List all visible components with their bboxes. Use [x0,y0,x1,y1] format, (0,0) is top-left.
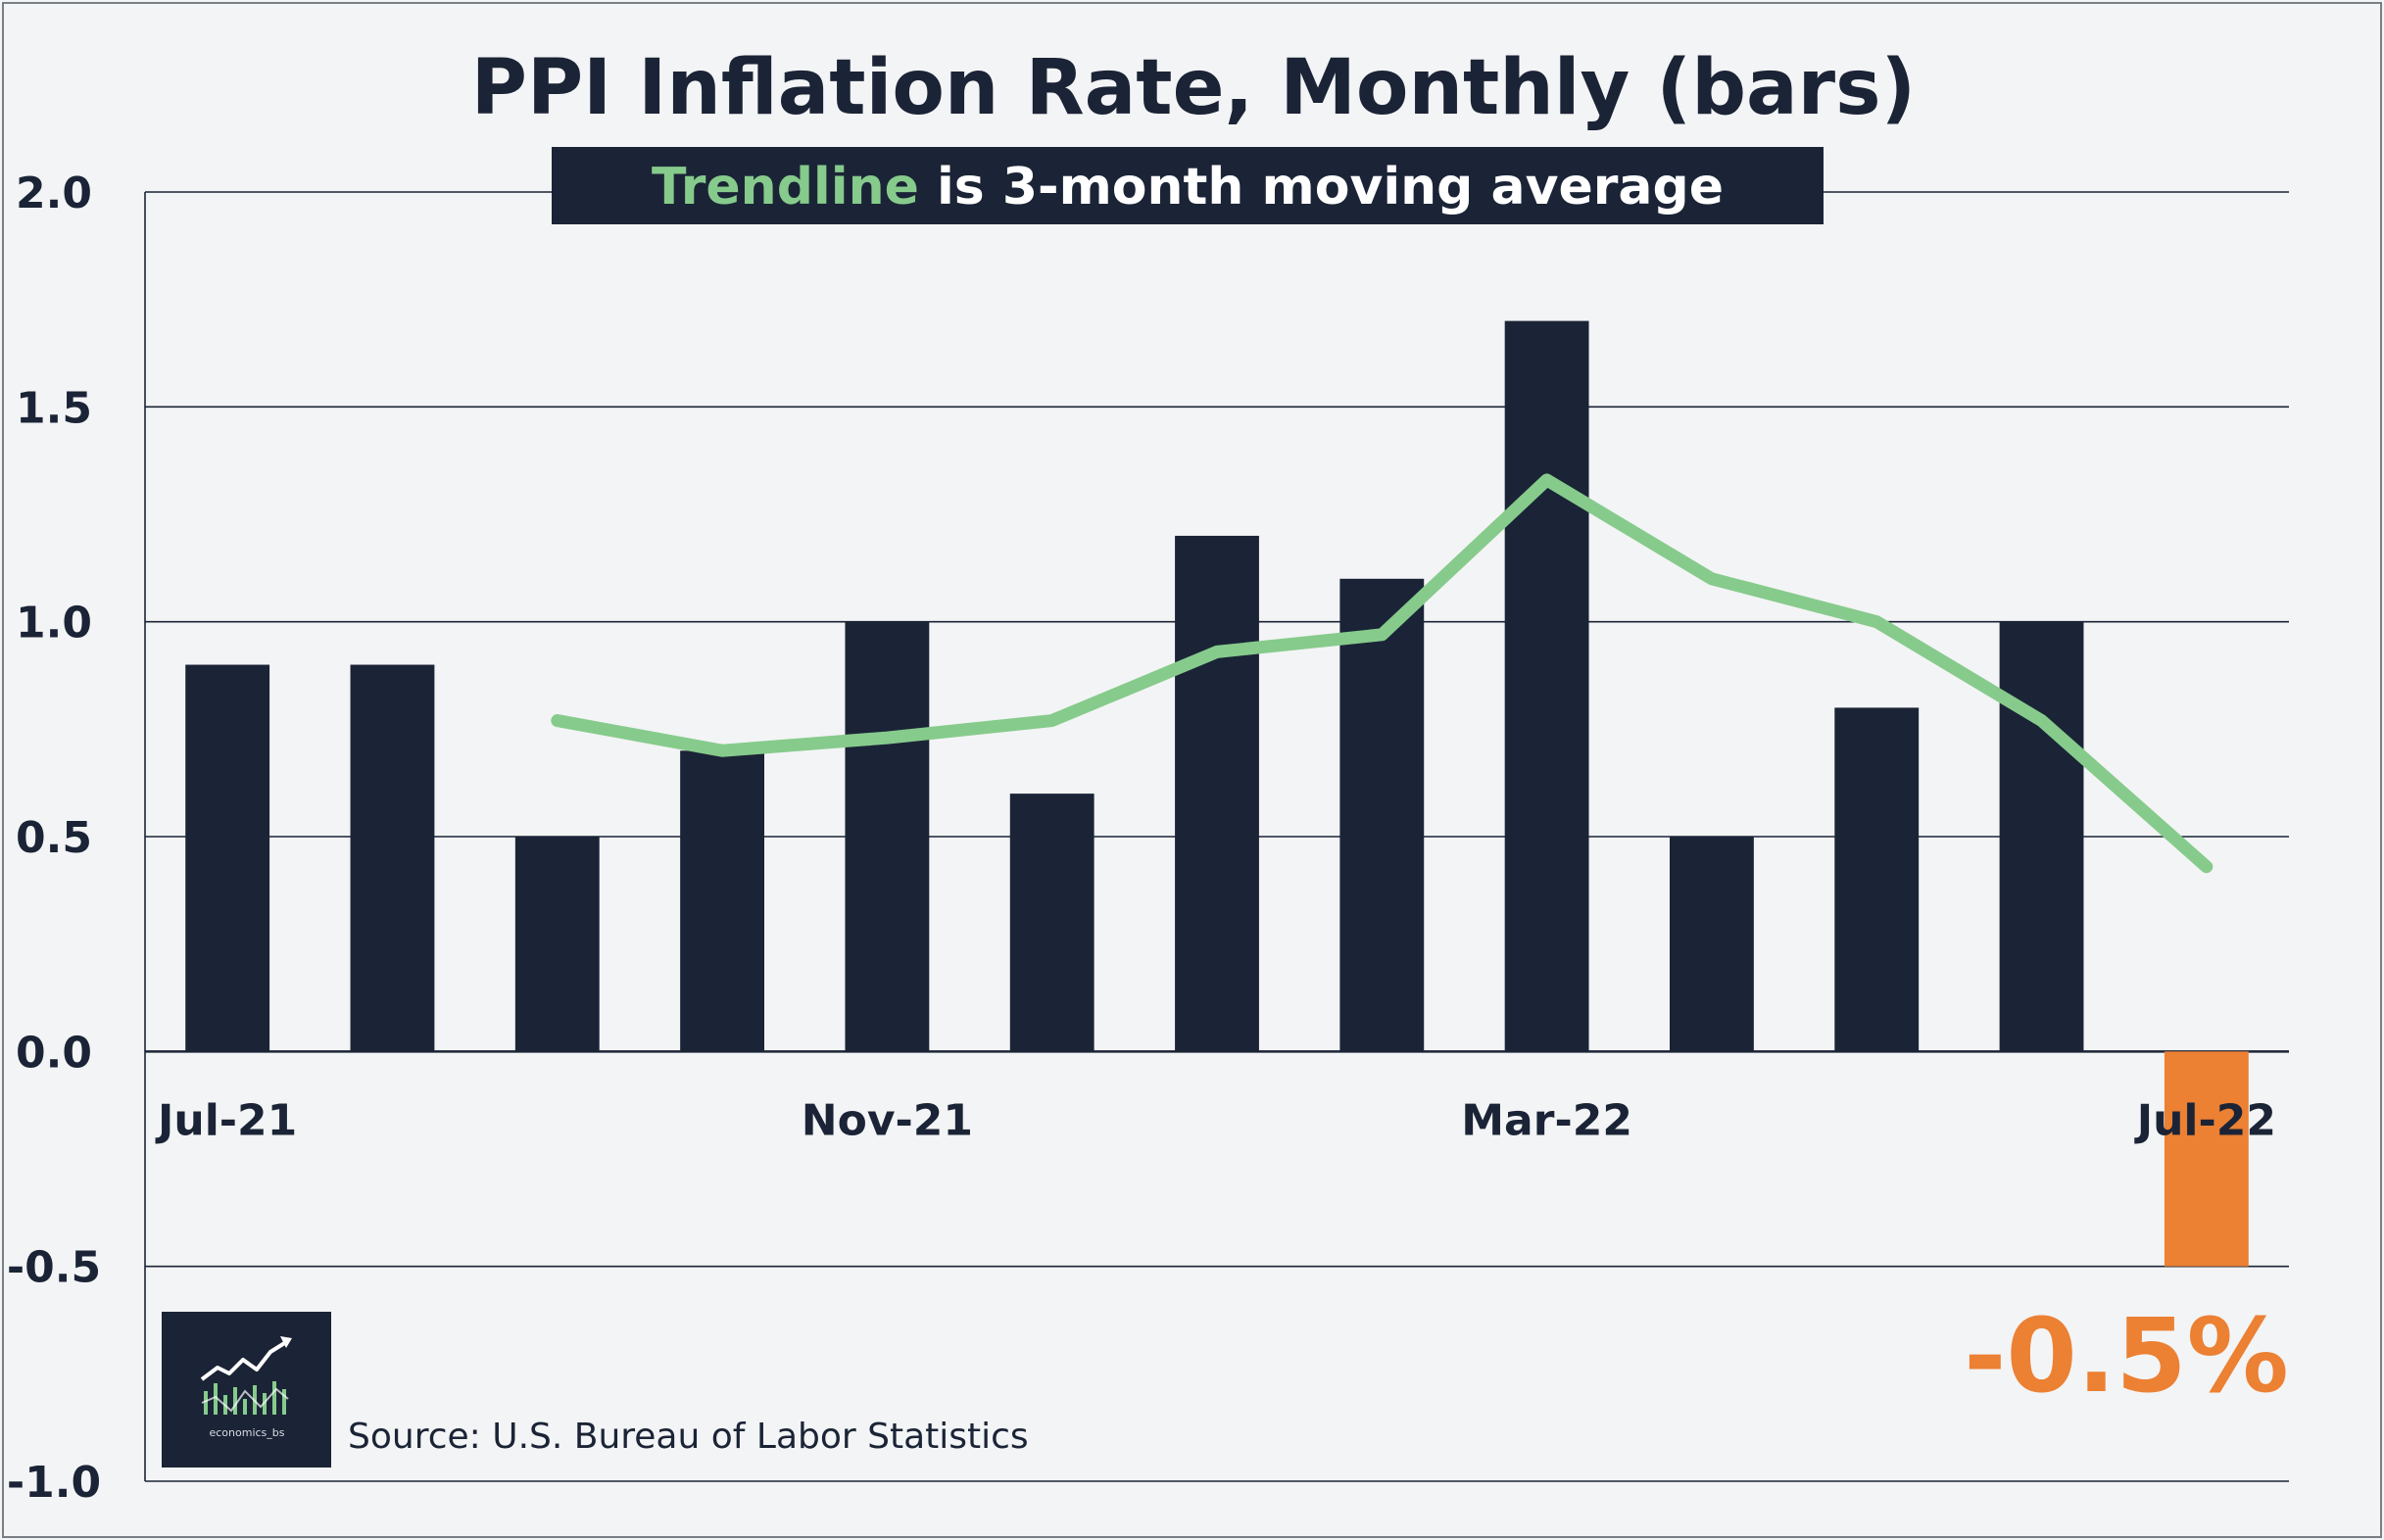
bar-Jul-22 [2164,1051,2249,1267]
y-tick-label: 1.5 [16,383,92,433]
logo-background [162,1312,331,1468]
bar-Jun-22 [1999,621,2084,1052]
y-tick-label: 0.5 [16,813,92,863]
tick-layer: 2.0 1.5 1.0 0.5 0.0 -0.5 -1.0 Jul-21 Nov-21 Mar-2… [7,168,2276,1508]
y-tick-label: 2.0 [16,168,92,218]
bar-Mar-22 [1504,320,1589,1052]
bar-layer [185,320,2249,1267]
subtitle-highlight: Trendline [652,158,919,217]
bar-Oct-21 [680,750,764,1052]
chart-logo-icon [200,1336,292,1415]
chart-title: PPI Inflation Rate, Monthly (bars) [471,44,1916,132]
subtitle: Trendline is 3-month moving average [652,158,1724,217]
bar-Aug-21 [350,664,435,1052]
y-tick-label: -1.0 [7,1458,101,1508]
trendline-layer [551,473,2214,874]
y-tick-label: 1.0 [16,599,92,649]
y-tick-label: -0.5 [7,1243,101,1293]
logo-label: economics_bs [209,1426,284,1439]
bar-Apr-22 [1670,837,1754,1052]
trendline [551,473,2214,874]
x-tick-label: Jul-22 [2134,1095,2276,1145]
bar-May-22 [1834,707,1920,1052]
subtitle-banner [552,147,1824,224]
x-tick-label: Nov-21 [802,1095,973,1145]
bar-Nov-21 [845,621,930,1052]
latest-value-callout: -0.5% [1964,1296,2289,1416]
subtitle-rest: is 3-month moving average [919,158,1724,217]
bar-Feb-22 [1339,578,1425,1052]
bar-Sep-21 [514,837,600,1052]
source-note: Source: U.S. Bureau of Labor Statistics [348,1417,1029,1457]
x-tick-label: Mar-22 [1461,1095,1632,1145]
logo: economics_bs [162,1312,331,1468]
bar-Jul-21 [185,664,270,1052]
y-tick-label: 0.0 [16,1028,92,1078]
bar-Dec-21 [1009,794,1095,1052]
bar-Jan-22 [1175,535,1259,1052]
x-tick-label: Jul-21 [155,1095,297,1145]
